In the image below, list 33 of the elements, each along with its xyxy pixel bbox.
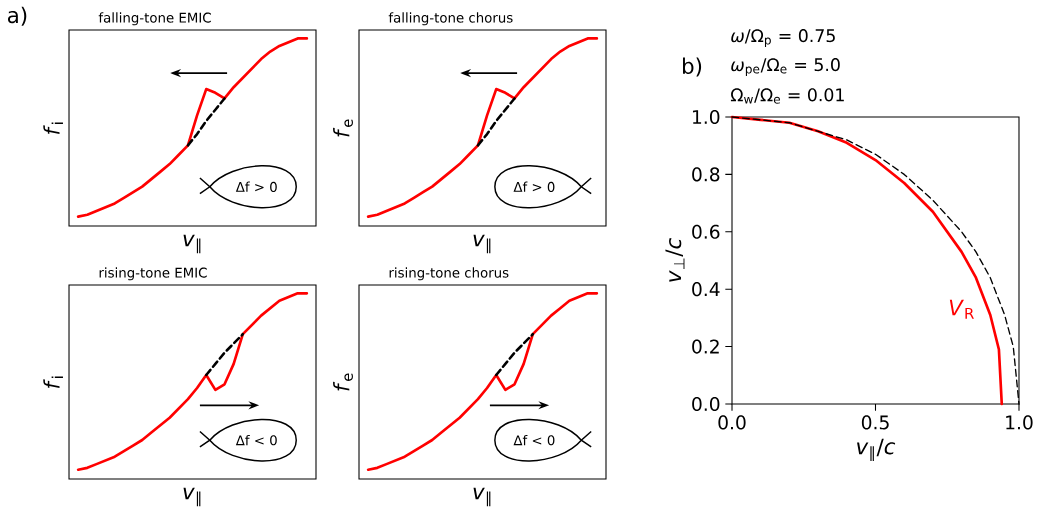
chart-title: falling-tone EMIC xyxy=(98,12,211,26)
y-axis-title: f$_{e}$ xyxy=(333,119,353,137)
text: a) xyxy=(8,6,27,26)
y-tick-label: 0.2 xyxy=(692,339,719,354)
x-axis-title: v$_{∥}$ xyxy=(183,487,201,507)
chart-title: rising-tone chorus xyxy=(389,267,509,281)
text: ω$_{pe}$/Ω$_{e}$ = 5.0 xyxy=(731,58,840,76)
annotation: Δf < 0 xyxy=(235,435,277,446)
annotation: Δf > 0 xyxy=(513,181,555,192)
x-tick-label: 0.5 xyxy=(861,415,889,430)
annotation: Δf > 0 xyxy=(235,181,277,192)
x-axis-title: v$_{∥}$ xyxy=(473,234,491,254)
y-tick-label: 1.0 xyxy=(692,109,720,125)
y-tick-label: 0.4 xyxy=(692,282,720,297)
y-axis-title: v$_{⊥}$/c xyxy=(665,238,685,282)
y-tick-label: 0.8 xyxy=(692,167,720,182)
chart-title: rising-tone EMIC xyxy=(99,267,207,281)
y-axis-title: f$_{i}$ xyxy=(43,376,63,389)
chart-title: falling-tone chorus xyxy=(388,12,513,26)
x-axis-title: v$_{∥}$ xyxy=(183,234,201,254)
x-tick-label: 1.0 xyxy=(1006,415,1033,430)
x-axis-title: v$_{∥}$/c xyxy=(857,438,896,461)
annotation: Δf < 0 xyxy=(513,435,555,446)
y-axis-title: f$_{i}$ xyxy=(43,122,63,135)
y-axis-title: f$_{e}$ xyxy=(333,373,353,391)
y-tick-label: 0.6 xyxy=(692,224,720,239)
x-axis-title: v$_{∥}$ xyxy=(473,487,491,507)
series-label: V$_{R}$ xyxy=(949,299,974,319)
x-tick-label: 0.0 xyxy=(718,415,746,430)
text: Ω$_{w}$/Ω$_{e}$ = 0.01 xyxy=(730,88,844,104)
y-tick-label: 0.0 xyxy=(692,396,720,412)
text: ω/Ω$_{p}$ = 0.75 xyxy=(731,29,835,47)
text: b) xyxy=(683,57,702,77)
